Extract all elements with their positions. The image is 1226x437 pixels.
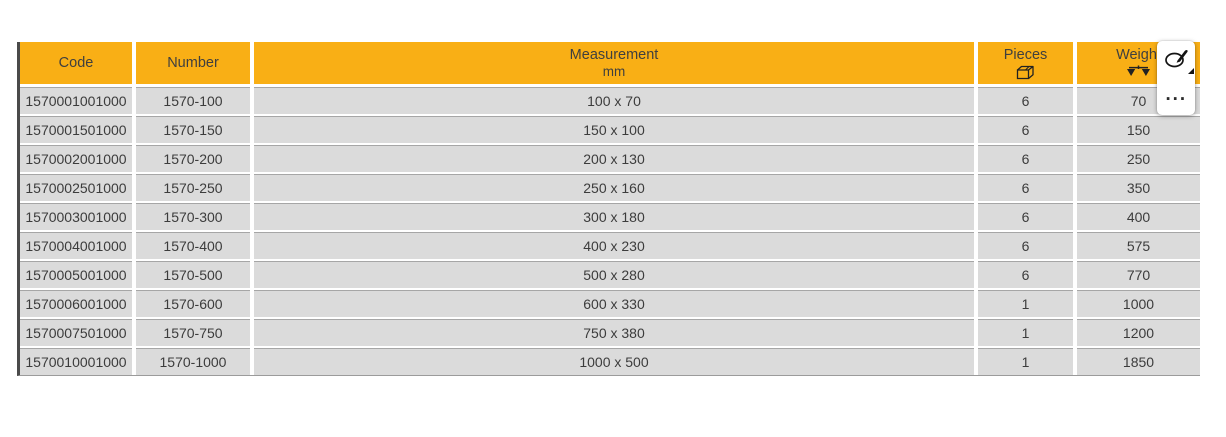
ink-pen-icon xyxy=(1164,49,1189,73)
table-row[interactable]: 1570003001000 1570-300 300 x 180 6 400 xyxy=(20,203,1200,230)
cell-number: 1570-500 xyxy=(136,261,250,288)
dropdown-caret-icon xyxy=(1187,68,1194,75)
column-label-measurement: Measurement xyxy=(569,46,659,63)
cell-code: 1570002001000 xyxy=(20,145,132,172)
column-header-pieces: Pieces xyxy=(978,42,1073,84)
cell-measurement: 300 x 180 xyxy=(254,203,974,230)
more-options-button[interactable]: ··· xyxy=(1165,90,1187,108)
cell-number: 1570-100 xyxy=(136,87,250,114)
cell-number: 1570-250 xyxy=(136,174,250,201)
cell-weight: 770 xyxy=(1077,261,1200,288)
cell-weight: 350 xyxy=(1077,174,1200,201)
cell-pieces: 6 xyxy=(978,232,1073,259)
table-row[interactable]: 1570001001000 1570-100 100 x 70 6 70 xyxy=(20,87,1200,114)
cell-number: 1570-750 xyxy=(136,319,250,346)
table-header-row: Code Number Measurement mm Pieces Weight xyxy=(20,42,1200,84)
column-label-weight: Weight xyxy=(1116,46,1161,63)
product-table: Code Number Measurement mm Pieces Weight xyxy=(17,42,1200,376)
cell-measurement: 100 x 70 xyxy=(254,87,974,114)
cell-code: 1570001501000 xyxy=(20,116,132,143)
cell-number: 1570-600 xyxy=(136,290,250,317)
table-row[interactable]: 1570007501000 1570-750 750 x 380 1 1200 xyxy=(20,319,1200,346)
cell-weight: 400 xyxy=(1077,203,1200,230)
cell-number: 1570-200 xyxy=(136,145,250,172)
cell-measurement: 200 x 130 xyxy=(254,145,974,172)
column-label-code: Code xyxy=(58,54,94,71)
cell-pieces: 1 xyxy=(978,319,1073,346)
cell-code: 1570006001000 xyxy=(20,290,132,317)
column-header-measurement: Measurement mm xyxy=(254,42,974,84)
table-row[interactable]: 1570010001000 1570-1000 1000 x 500 1 185… xyxy=(20,348,1200,375)
cell-weight: 1000 xyxy=(1077,290,1200,317)
table-row[interactable]: 1570002001000 1570-200 200 x 130 6 250 xyxy=(20,145,1200,172)
cell-measurement: 400 x 230 xyxy=(254,232,974,259)
table-row[interactable]: 1570004001000 1570-400 400 x 230 6 575 xyxy=(20,232,1200,259)
cell-pieces: 6 xyxy=(978,203,1073,230)
cell-weight: 1850 xyxy=(1077,348,1200,375)
cell-measurement: 600 x 330 xyxy=(254,290,974,317)
cell-weight: 250 xyxy=(1077,145,1200,172)
cell-number: 1570-1000 xyxy=(136,348,250,375)
cell-measurement: 250 x 160 xyxy=(254,174,974,201)
package-icon xyxy=(1015,65,1036,80)
cell-pieces: 1 xyxy=(978,290,1073,317)
scale-icon xyxy=(1126,65,1151,80)
column-label-pieces: Pieces xyxy=(1003,46,1048,63)
column-sublabel-mm: mm xyxy=(602,63,626,79)
cell-pieces: 6 xyxy=(978,145,1073,172)
table-body: 1570001001000 1570-100 100 x 70 6 70 157… xyxy=(20,87,1200,375)
cell-pieces: 6 xyxy=(978,87,1073,114)
cell-number: 1570-150 xyxy=(136,116,250,143)
ink-edit-button[interactable] xyxy=(1164,47,1194,75)
table-row[interactable]: 1570005001000 1570-500 500 x 280 6 770 xyxy=(20,261,1200,288)
cell-number: 1570-300 xyxy=(136,203,250,230)
column-label-number: Number xyxy=(167,54,219,71)
cell-number: 1570-400 xyxy=(136,232,250,259)
column-header-code: Code xyxy=(20,42,132,84)
table-row[interactable]: 1570002501000 1570-250 250 x 160 6 350 xyxy=(20,174,1200,201)
cell-measurement: 1000 x 500 xyxy=(254,348,974,375)
cell-code: 1570007501000 xyxy=(20,319,132,346)
cell-measurement: 750 x 380 xyxy=(254,319,974,346)
cell-weight: 150 xyxy=(1077,116,1200,143)
cell-pieces: 6 xyxy=(978,174,1073,201)
cell-pieces: 6 xyxy=(978,261,1073,288)
table-row[interactable]: 1570001501000 1570-150 150 x 100 6 150 xyxy=(20,116,1200,143)
cell-weight: 575 xyxy=(1077,232,1200,259)
cell-weight: 1200 xyxy=(1077,319,1200,346)
cell-code: 1570001001000 xyxy=(20,87,132,114)
cell-code: 1570003001000 xyxy=(20,203,132,230)
cell-pieces: 6 xyxy=(978,116,1073,143)
cell-code: 1570010001000 xyxy=(20,348,132,375)
cell-code: 1570005001000 xyxy=(20,261,132,288)
column-header-number: Number xyxy=(136,42,250,84)
annotation-popup: ··· xyxy=(1157,41,1195,115)
cell-code: 1570004001000 xyxy=(20,232,132,259)
table-row[interactable]: 1570006001000 1570-600 600 x 330 1 1000 xyxy=(20,290,1200,317)
cell-measurement: 150 x 100 xyxy=(254,116,974,143)
cell-pieces: 1 xyxy=(978,348,1073,375)
cell-code: 1570002501000 xyxy=(20,174,132,201)
cell-measurement: 500 x 280 xyxy=(254,261,974,288)
